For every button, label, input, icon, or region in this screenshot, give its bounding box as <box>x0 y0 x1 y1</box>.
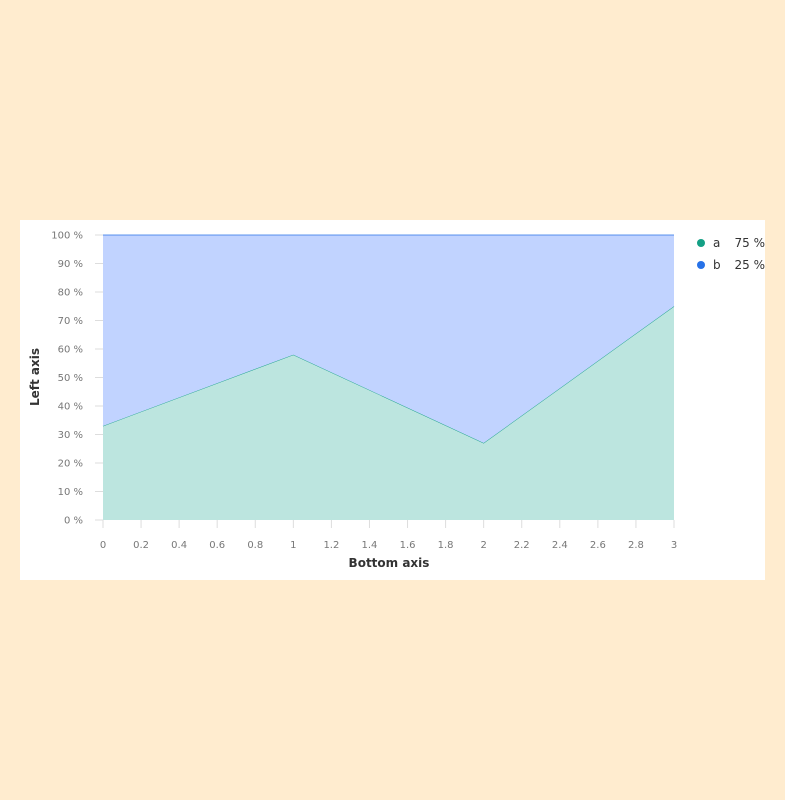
legend-value-b: 25 % <box>735 258 766 272</box>
area-chart: 0 % 10 % 20 % 30 % 40 % 50 % 60 % 70 % 80 % 90 % 1… <box>28 231 765 571</box>
legend-marker-a <box>697 239 705 247</box>
y-axis-ticks: 0 % 10 % 20 % 30 % 40 % 50 % 60 % 70 % 80 % 90 % 1… <box>51 231 103 527</box>
x-tick-label: 2 <box>480 540 486 551</box>
x-tick-label: 3 <box>671 540 677 551</box>
y-tick-label: 90 % <box>58 259 83 270</box>
series-area-a <box>103 306 674 520</box>
y-tick-label: 0 % <box>64 516 83 527</box>
legend: a 75 % b 25 % <box>697 236 765 272</box>
x-tick-label: 1.4 <box>362 540 378 551</box>
y-tick-label: 30 % <box>58 430 83 441</box>
x-tick-label: 0 <box>100 540 106 551</box>
x-tick-label: 1.2 <box>323 540 339 551</box>
x-tick-label: 1 <box>290 540 296 551</box>
x-tick-label: 2.2 <box>514 540 530 551</box>
y-tick-label: 20 % <box>58 459 83 470</box>
y-tick-label: 40 % <box>58 402 83 413</box>
y-tick-label: 10 % <box>58 487 83 498</box>
y-axis-title: Left axis <box>28 348 42 406</box>
x-tick-label: 2.4 <box>552 540 568 551</box>
y-tick-label: 50 % <box>58 373 83 384</box>
chart-card: 0 % 10 % 20 % 30 % 40 % 50 % 60 % 70 % 80 % 90 % 1… <box>20 220 765 580</box>
x-tick-label: 0.6 <box>209 540 225 551</box>
legend-value-a: 75 % <box>735 236 766 250</box>
y-tick-label: 60 % <box>58 345 83 356</box>
legend-label-b: b <box>713 258 721 272</box>
x-tick-label: 0.4 <box>171 540 187 551</box>
x-tick-label: 1.6 <box>400 540 416 551</box>
x-tick-label: 0.8 <box>247 540 263 551</box>
x-tick-label: 0.2 <box>133 540 149 551</box>
x-axis-ticks: 0 0.2 0.4 0.6 0.8 1 1.2 1.4 1.6 1.8 2 2.2 2.4 2.6 2.8 3 <box>100 520 677 551</box>
x-axis-title: Bottom axis <box>349 556 430 570</box>
series-areas <box>102 234 675 520</box>
legend-label-a: a <box>713 236 720 250</box>
legend-marker-b <box>697 261 705 269</box>
y-tick-label: 70 % <box>58 316 83 327</box>
y-tick-label: 100 % <box>51 231 83 242</box>
series-area-b <box>103 235 674 444</box>
x-tick-label: 2.8 <box>628 540 644 551</box>
x-tick-label: 2.6 <box>590 540 606 551</box>
x-tick-label: 1.8 <box>438 540 454 551</box>
y-tick-label: 80 % <box>58 288 83 299</box>
